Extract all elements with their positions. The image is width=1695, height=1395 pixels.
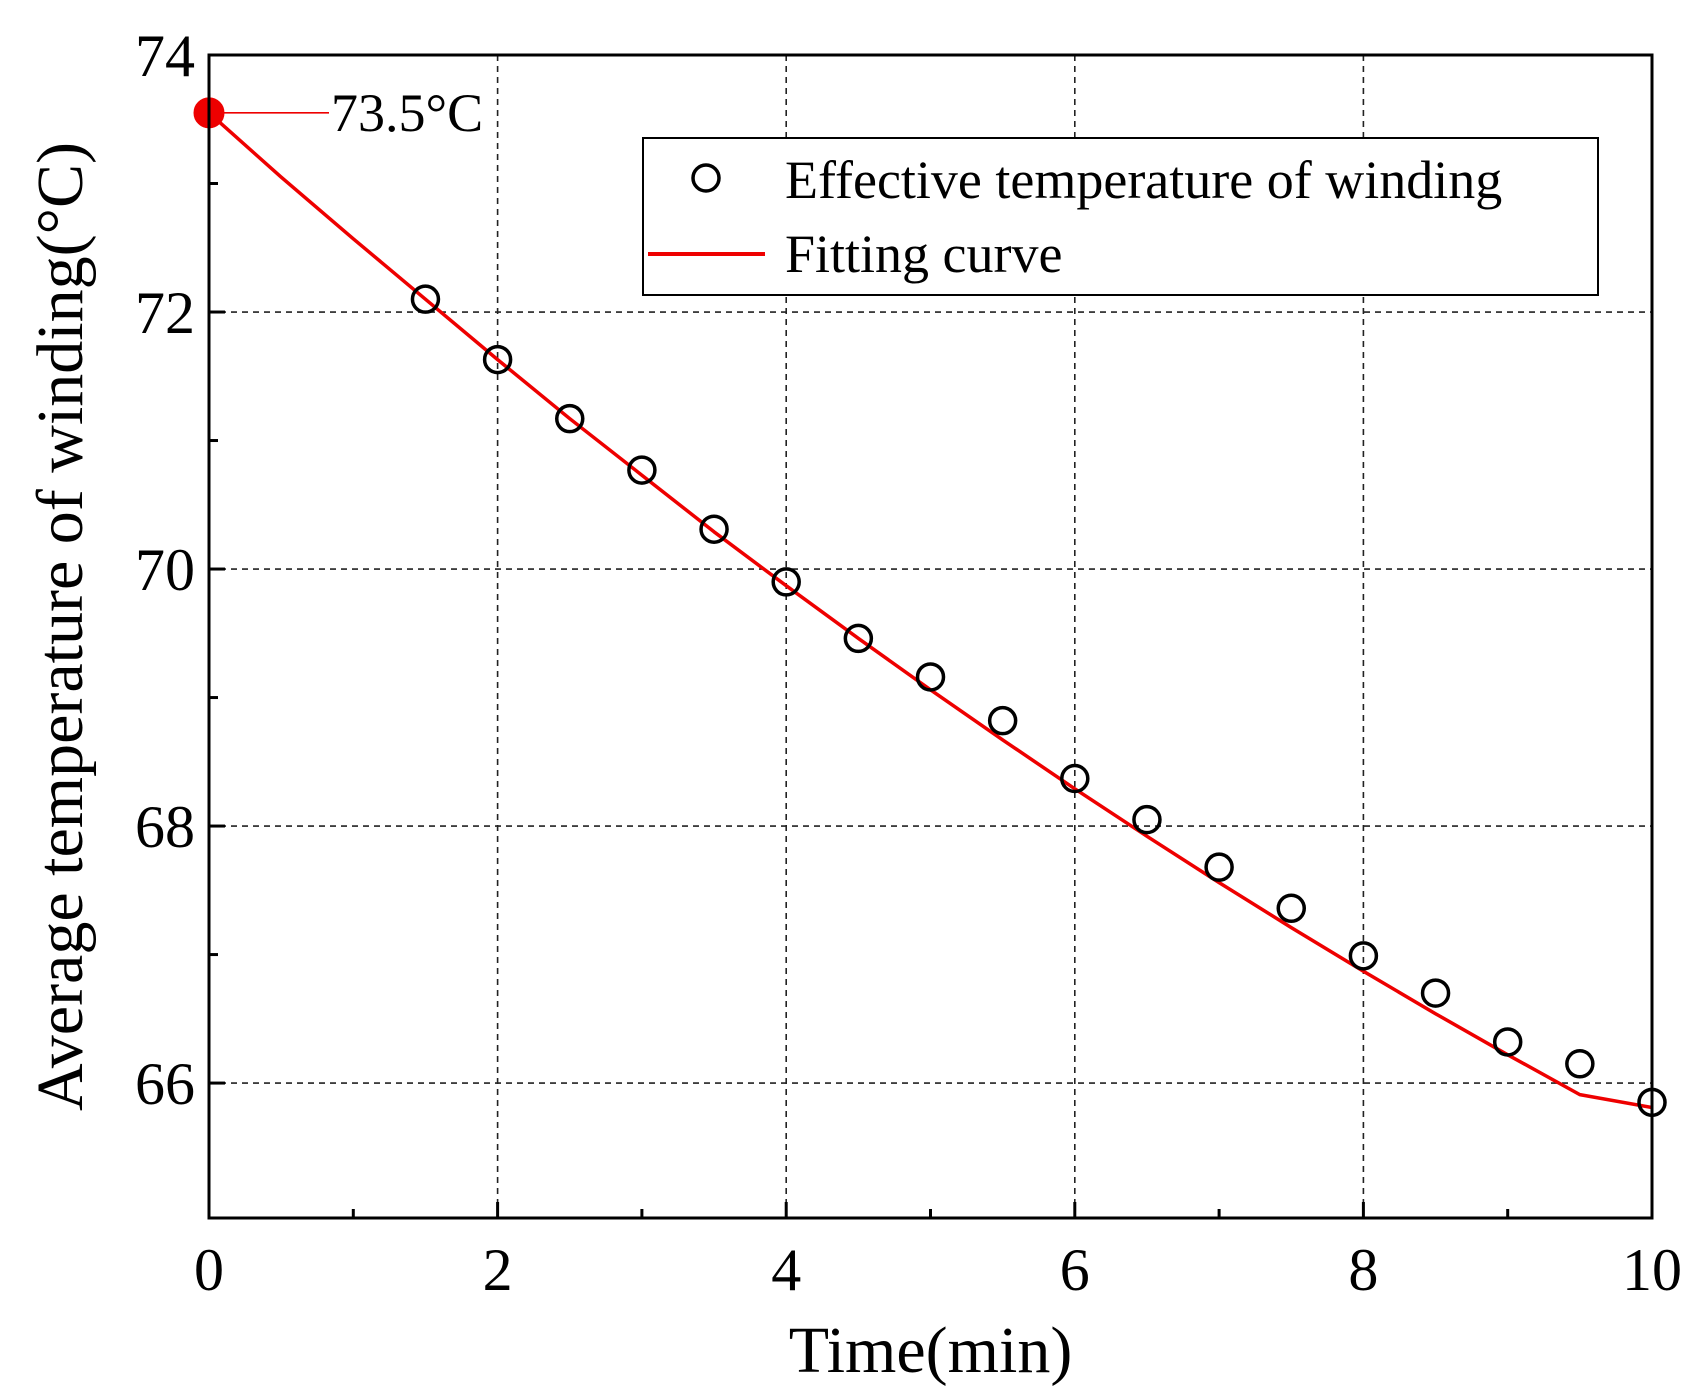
x-tick-label: 6 xyxy=(1060,1237,1090,1303)
data-point xyxy=(1348,941,1379,971)
y-tick-label: 74 xyxy=(135,23,195,89)
data-point xyxy=(1060,763,1090,794)
data-point xyxy=(843,623,874,654)
y-tick-label: 72 xyxy=(135,280,195,346)
y-tick-label: 70 xyxy=(135,537,195,603)
data-point xyxy=(1132,804,1162,835)
annotation-label: 73.5°C xyxy=(331,83,483,143)
data-point xyxy=(699,514,729,544)
data-point xyxy=(627,455,657,485)
y-tick-label: 66 xyxy=(135,1051,195,1117)
legend-marker-scatter xyxy=(691,163,721,193)
legend-label-fit: Fitting curve xyxy=(785,224,1062,284)
data-point xyxy=(1492,1027,1523,1057)
x-tick-label: 2 xyxy=(483,1237,513,1303)
data-point xyxy=(1204,852,1234,882)
y-tick-label: 68 xyxy=(135,794,195,860)
marker-layer xyxy=(410,284,1667,1118)
grid-layer xyxy=(209,55,1652,1218)
x-axis-title: Time(min) xyxy=(789,1314,1073,1387)
legend-layer: Effective temperature of winding Fitting … xyxy=(642,137,1599,296)
data-point xyxy=(771,567,801,597)
data-point xyxy=(987,705,1018,736)
data-point xyxy=(1420,978,1451,1008)
data-point xyxy=(915,662,946,692)
data-point xyxy=(482,344,513,375)
y-axis-title: Average temperature of winding(°C) xyxy=(24,142,97,1111)
data-point xyxy=(1565,1049,1595,1079)
x-tick-label: 8 xyxy=(1348,1237,1378,1303)
x-tick-label: 10 xyxy=(1622,1237,1682,1303)
data-point xyxy=(555,403,585,434)
x-tick-label: 4 xyxy=(771,1237,801,1303)
legend-box xyxy=(642,137,1599,296)
data-point xyxy=(1276,893,1306,924)
annotation-layer: 73.5°C xyxy=(193,83,483,143)
data-point xyxy=(410,284,441,314)
x-tick-label: 0 xyxy=(194,1237,224,1303)
legend-label-scatter: Effective temperature of winding xyxy=(785,150,1502,210)
